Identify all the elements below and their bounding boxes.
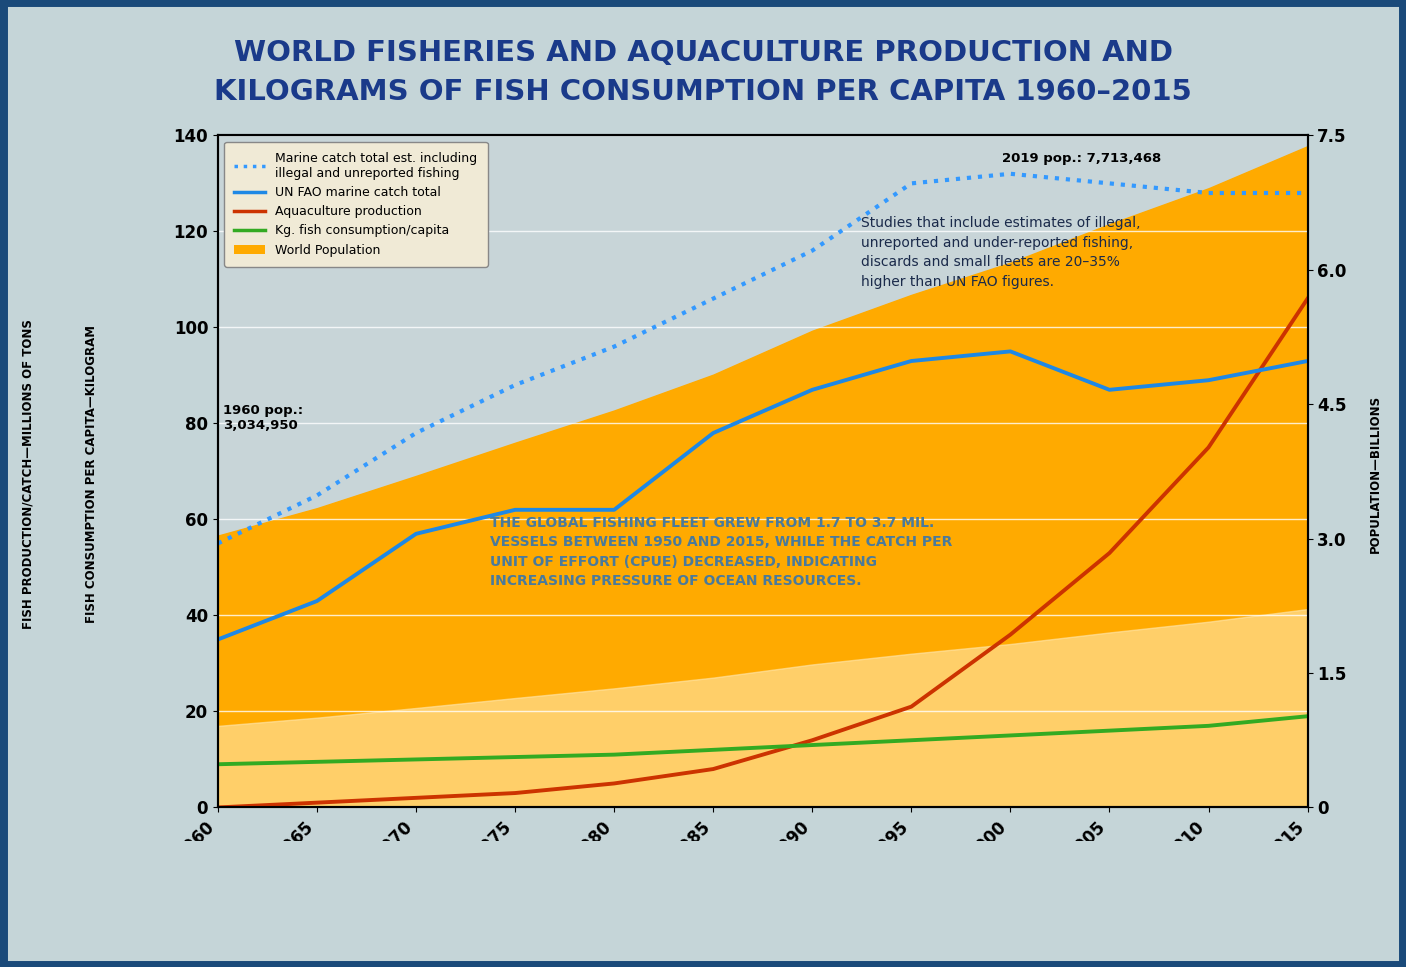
Legend: Marine catch total est. including
illegal and unreported fishing, UN FAO marine : Marine catch total est. including illega… [224, 141, 488, 267]
Text: Studies that include estimates of illegal,
unreported and under-reported fishing: Studies that include estimates of illega… [860, 216, 1140, 288]
Text: 1960 pop.:
3,034,950: 1960 pop.: 3,034,950 [224, 404, 304, 432]
Text: POPULATION—BILLIONS: POPULATION—BILLIONS [1368, 395, 1382, 553]
Text: Sources: Marine Fisheries Global Production Trends, www.oursharedseas.com/2019-u: Sources: Marine Fisheries Global Product… [42, 868, 692, 901]
Text: 2019 pop.: 7,713,468: 2019 pop.: 7,713,468 [1002, 152, 1161, 165]
Text: KILOGRAMS OF FISH CONSUMPTION PER CAPITA 1960–2015: KILOGRAMS OF FISH CONSUMPTION PER CAPITA… [214, 78, 1192, 105]
Text: FISH CONSUMPTION PER CAPITA—KILOGRAM: FISH CONSUMPTION PER CAPITA—KILOGRAM [84, 325, 98, 623]
Text: WORLD FISHERIES AND AQUACULTURE PRODUCTION AND: WORLD FISHERIES AND AQUACULTURE PRODUCTI… [233, 40, 1173, 67]
Text: www.theglobaleducationproject.org: www.theglobaleducationproject.org [1178, 946, 1364, 955]
Text: THE GLOBAL FISHING FLEET GREW FROM 1.7 TO 3.7 MIL.
VESSELS BETWEEN 1950 AND 2015: THE GLOBAL FISHING FLEET GREW FROM 1.7 T… [491, 515, 953, 588]
Text: FISH PRODUCTION/CATCH—MILLIONS OF TONS: FISH PRODUCTION/CATCH—MILLIONS OF TONS [21, 319, 35, 629]
